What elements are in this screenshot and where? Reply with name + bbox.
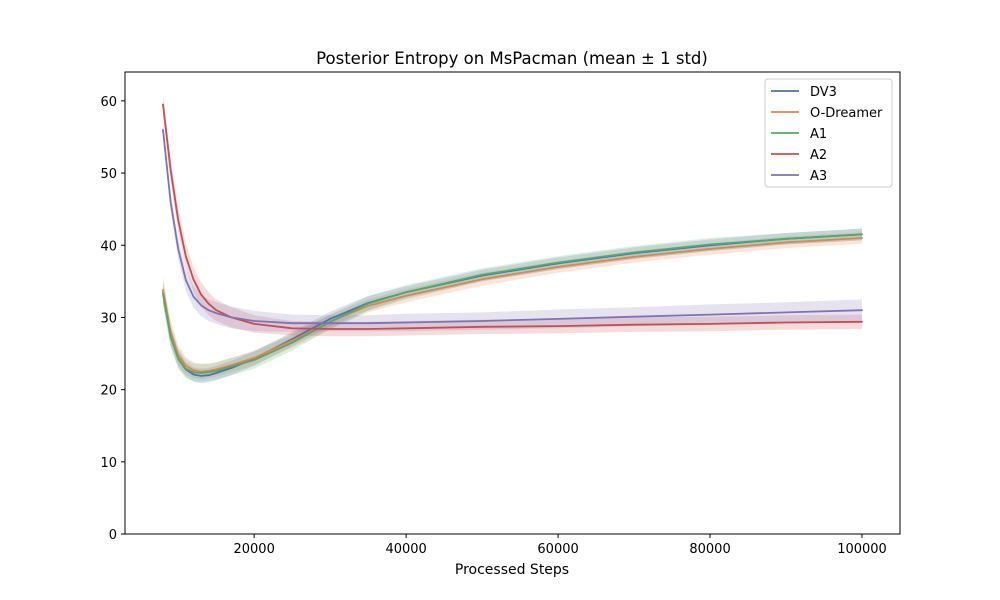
series-line-o-dreamer <box>162 237 863 373</box>
y-tick-label: 10 <box>100 456 117 471</box>
legend-label-dv3: DV3 <box>810 85 837 100</box>
x-tick-label: 40000 <box>385 542 426 557</box>
x-tick-label: 20000 <box>233 542 274 557</box>
legend-label-o-dreamer: O-Dreamer <box>810 106 883 121</box>
chart-title: Posterior Entropy on MsPacman (mean ± 1 … <box>316 49 708 68</box>
x-tick-label: 80000 <box>689 542 730 557</box>
y-tick-label: 50 <box>100 167 117 182</box>
x-tick-label: 60000 <box>537 542 578 557</box>
y-tick-label: 40 <box>100 239 117 254</box>
legend-label-a2: A2 <box>810 148 827 163</box>
legend: DV3 O-Dreamer A1 A2 A3 <box>764 78 893 188</box>
series-line-a1 <box>162 233 863 374</box>
series-line-a3 <box>162 128 863 325</box>
std-band-a2 <box>163 93 862 337</box>
x-axis-ticks: 20000 40000 60000 80000 100000 <box>233 534 887 557</box>
legend-label-a1: A1 <box>810 127 827 142</box>
y-axis-ticks: 0 10 20 30 40 50 60 <box>100 95 125 543</box>
y-tick-label: 20 <box>100 384 117 399</box>
y-tick-label: 0 <box>109 528 117 543</box>
legend-box <box>764 78 893 188</box>
std-bands <box>163 93 862 384</box>
y-tick-label: 30 <box>100 311 117 326</box>
plot-frame <box>124 71 901 535</box>
x-tick-label: 100000 <box>837 542 887 557</box>
x-axis-label: Processed Steps <box>455 562 569 578</box>
legend-label-a3: A3 <box>810 169 827 184</box>
series-line-a2 <box>162 103 863 330</box>
y-tick-label: 60 <box>100 95 117 110</box>
std-band-a3 <box>163 122 862 332</box>
series-lines <box>162 103 863 377</box>
